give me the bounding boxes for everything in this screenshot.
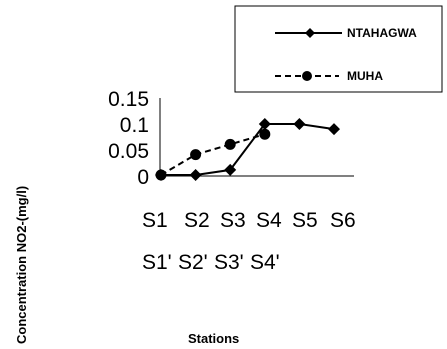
x-category-label: S2 [184, 209, 210, 232]
y-axis-title: Concentration NO2-(mg/l) [14, 186, 29, 344]
legend-label-ntahagwa: NTAHAGWA [347, 26, 417, 40]
x-category-label-alt: S2' [178, 251, 208, 274]
data-point-ntahagwa [189, 169, 202, 181]
x-category-label-alt: S4' [250, 251, 280, 274]
y-tick-label: 0.1 [120, 114, 149, 137]
data-point-ntahagwa [224, 163, 237, 176]
series-line-muha [160, 133, 266, 176]
y-tick-label: 0.15 [108, 88, 149, 111]
legend-marker-ntahagwa [305, 28, 315, 38]
data-point-muha [155, 169, 167, 181]
x-category-label: S1 [142, 209, 168, 232]
y-tick-labels: 0.15 0.1 0.05 0 [108, 88, 149, 189]
plot-area [155, 118, 340, 181]
data-point-ntahagwa [293, 118, 306, 130]
x-category-label-alt: S3' [214, 251, 244, 274]
x-category-label: S6 [330, 209, 356, 232]
data-point-muha [190, 149, 202, 161]
legend: NTAHAGWA MUHA [234, 5, 443, 93]
x-category-label-alt: S1' [142, 251, 172, 274]
legend-marker-muha [302, 71, 312, 81]
x-category-label: S4 [256, 209, 282, 232]
y-tick-label: 0 [137, 166, 149, 189]
legend-box [234, 5, 443, 93]
y-tick-label: 0.05 [108, 140, 149, 163]
data-point-ntahagwa [258, 118, 271, 130]
series-line-ntahagwa [161, 123, 335, 176]
x-category-label: S5 [292, 209, 318, 232]
x-category-label: S3 [220, 209, 246, 232]
data-point-muha [259, 128, 271, 140]
data-point-ntahagwa [328, 123, 340, 136]
x-axis-title: Stations [188, 331, 239, 346]
legend-label-muha: MUHA [347, 69, 383, 83]
x-category-labels: S1 S2 S3 S4 S5 S6 S1' S2' S3' S4' [142, 209, 356, 274]
data-point-muha [224, 138, 236, 150]
